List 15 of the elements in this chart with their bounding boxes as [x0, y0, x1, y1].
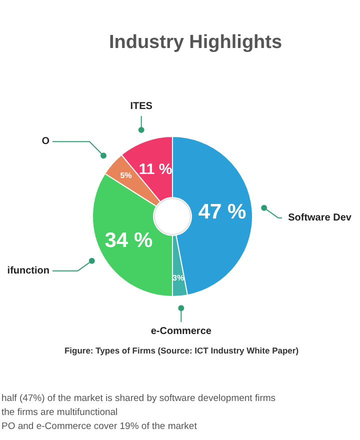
slice-label: Software Dev — [288, 212, 352, 224]
slice-label: e-Commerce — [150, 326, 212, 338]
text: Figure: Types of Firms (Source: ICT Industry White Paper) — [64, 346, 299, 356]
text: PO and e-Commerce cover 19% of the market — [2, 421, 198, 432]
slice-label: ifunction — [7, 265, 50, 276]
text: half (47%) of the market is shared by software development firms — [2, 393, 276, 404]
data-label: 34 % — [104, 229, 153, 252]
text: the firms are multifunctional — [2, 407, 118, 418]
slice-label: O — [42, 136, 50, 148]
data-label: 47 % — [198, 200, 247, 224]
data-label: 3% — [172, 274, 184, 283]
chart-title: Industry Highlights — [108, 32, 282, 53]
data-label: 5% — [120, 171, 132, 180]
slice-label: ITES — [130, 100, 153, 112]
data-label: 11 % — [138, 160, 172, 178]
